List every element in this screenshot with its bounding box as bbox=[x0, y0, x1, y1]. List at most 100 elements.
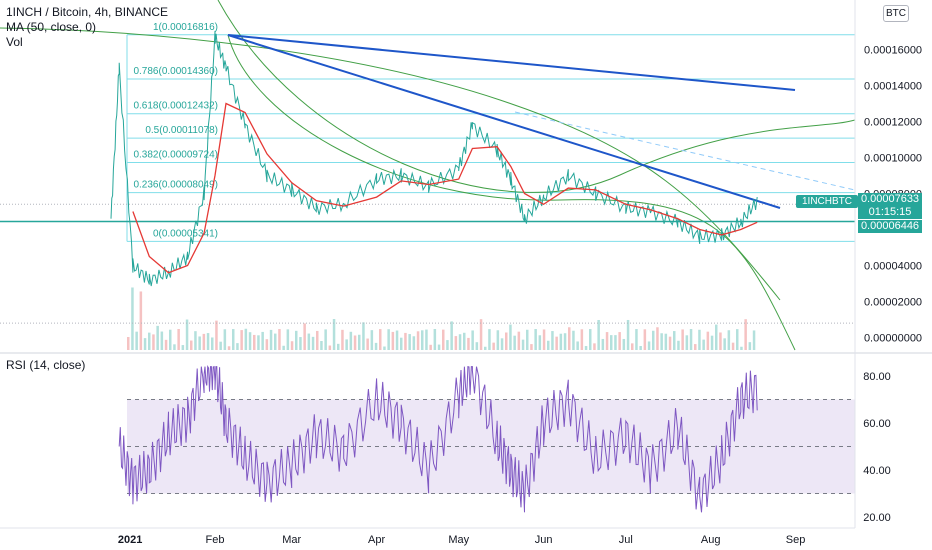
volume-bar bbox=[395, 330, 399, 350]
volume-bar bbox=[433, 329, 437, 350]
volume-bar bbox=[173, 344, 176, 350]
volume-bar bbox=[538, 335, 542, 350]
rsi-legend[interactable]: RSI (14, close) bbox=[6, 358, 85, 372]
volume-bar bbox=[719, 332, 722, 350]
volume-bar bbox=[198, 336, 201, 350]
time-axis-tick-label: Feb bbox=[206, 534, 225, 546]
volume-bar bbox=[366, 338, 369, 350]
volume-bar bbox=[542, 329, 546, 350]
volume-bar bbox=[450, 321, 453, 350]
price-axis-tick-label: 0.00010000 bbox=[864, 153, 922, 165]
volume-bar bbox=[349, 331, 353, 350]
volume-bar bbox=[320, 341, 323, 350]
volume-bar bbox=[446, 340, 449, 350]
price-axis-tick-label: 0.00004000 bbox=[864, 261, 922, 273]
symbol-legend[interactable]: 1INCH / Bitcoin, 4h, BINANCE bbox=[6, 5, 168, 19]
volume-bar bbox=[416, 331, 420, 350]
time-axis-tick-label: Aug bbox=[701, 534, 721, 546]
ma-indicator-label: MA (50, close, 0) bbox=[6, 20, 97, 34]
vol-legend[interactable]: Vol bbox=[6, 35, 23, 49]
volume-bar bbox=[148, 332, 151, 350]
fib-level-label: 0.786(0.00014360) bbox=[133, 66, 218, 77]
volume-bar bbox=[589, 329, 592, 350]
volume-bar bbox=[677, 340, 680, 350]
volume-bar bbox=[488, 329, 491, 350]
line-price-tag: 0.00006446 bbox=[858, 220, 922, 233]
ma-legend[interactable]: MA (50, close, 0) bbox=[6, 20, 96, 34]
volume-bar bbox=[437, 344, 441, 350]
volume-bar bbox=[673, 331, 676, 350]
volume-bar bbox=[454, 336, 458, 350]
volume-bar bbox=[551, 331, 554, 350]
volume-bar bbox=[685, 335, 689, 350]
volume-bar bbox=[509, 324, 512, 350]
volume-bar bbox=[278, 329, 281, 350]
volume-bar bbox=[475, 342, 479, 350]
volume-bar bbox=[710, 335, 714, 350]
trendline-lower bbox=[227, 34, 781, 209]
volume-bar bbox=[580, 329, 584, 350]
green-arc-lower bbox=[227, 34, 796, 351]
volume-bar bbox=[383, 346, 386, 350]
volume-bar bbox=[240, 330, 243, 350]
volume-bar bbox=[412, 336, 416, 350]
time-axis-tick-label: Apr bbox=[368, 534, 385, 546]
volume-bar bbox=[429, 344, 432, 350]
volume-bar bbox=[668, 336, 672, 350]
time-axis-tick-label: 2021 bbox=[118, 534, 142, 546]
volume-bar bbox=[740, 346, 743, 350]
bar-countdown-tag: 01:15:15 bbox=[858, 206, 922, 219]
volume-bar bbox=[379, 329, 382, 350]
volume-bar bbox=[332, 319, 336, 350]
volume-bar bbox=[643, 329, 647, 350]
volume-bar bbox=[299, 337, 302, 350]
volume-bar bbox=[181, 345, 185, 350]
volume-bar bbox=[353, 335, 357, 350]
volume-bar bbox=[303, 323, 306, 350]
volume-bar bbox=[164, 339, 168, 350]
rsi-indicator-label: RSI (14, close) bbox=[6, 358, 86, 372]
price-axis-tick-label: 0.00012000 bbox=[864, 117, 922, 129]
green-arc-upper bbox=[217, 0, 856, 193]
volume-bar bbox=[748, 342, 752, 350]
volume-bar bbox=[681, 329, 684, 350]
volume-bar bbox=[731, 342, 735, 350]
time-axis-tick-label: Mar bbox=[282, 534, 301, 546]
volume-bar bbox=[656, 327, 659, 350]
volume-bar bbox=[400, 337, 403, 350]
volume-bar bbox=[484, 346, 487, 350]
volume-bar bbox=[223, 329, 227, 350]
volume-bar bbox=[316, 330, 319, 350]
volume-bar bbox=[584, 346, 588, 350]
volume-bar bbox=[139, 291, 143, 350]
price-axis-tick-label: 0.00000000 bbox=[864, 333, 922, 345]
volume-bar bbox=[244, 328, 248, 350]
volume-bar bbox=[618, 332, 621, 350]
volume-bar bbox=[723, 338, 726, 350]
volume-bar bbox=[664, 333, 668, 350]
volume-bar bbox=[190, 340, 193, 350]
volume-bar bbox=[442, 329, 445, 350]
price-pane[interactable]: 1(0.00016816) 0.786(0.00014360) 0.618(0.00… bbox=[0, 0, 856, 351]
volume-bar bbox=[727, 330, 731, 350]
volume-bar bbox=[219, 341, 222, 350]
volume-bar bbox=[387, 329, 390, 350]
rsi-axis-tick-label: 20.00 bbox=[863, 512, 891, 524]
volume-bar bbox=[626, 319, 630, 350]
volume-bar bbox=[547, 340, 550, 350]
volume-bar bbox=[559, 333, 563, 350]
ma-series-line bbox=[132, 102, 758, 274]
volume-bar bbox=[526, 329, 529, 350]
volume-bar bbox=[610, 335, 613, 350]
volume-bar bbox=[479, 319, 483, 350]
volume-bar bbox=[269, 329, 273, 350]
symbol-title: 1INCH / Bitcoin, 4h, BINANCE bbox=[6, 5, 169, 19]
rsi-pane[interactable] bbox=[118, 365, 855, 513]
volume-bar bbox=[530, 344, 533, 350]
volume-bar bbox=[572, 330, 575, 350]
currency-button[interactable]: BTC bbox=[883, 5, 909, 22]
volume-bar bbox=[232, 329, 235, 350]
volume-bar bbox=[358, 334, 361, 350]
volume-bar bbox=[274, 333, 277, 350]
